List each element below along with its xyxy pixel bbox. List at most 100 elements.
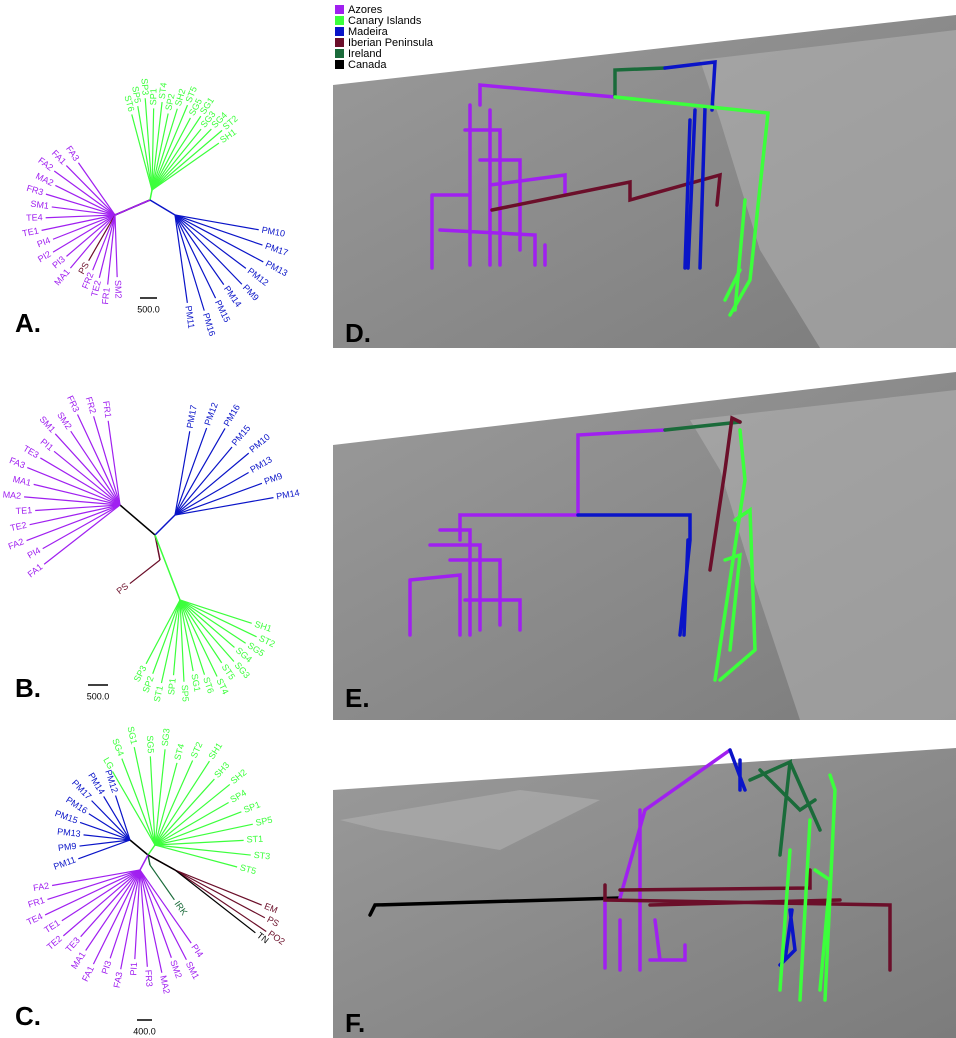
- branch: [155, 761, 209, 845]
- tip-label: SG5: [145, 735, 156, 754]
- tip-label: PM13: [248, 454, 273, 474]
- tip-label: MA2: [2, 489, 21, 501]
- tip-label: ST5: [239, 862, 258, 876]
- tip-label: SH2: [229, 767, 249, 786]
- tip-label: SH1: [206, 741, 224, 761]
- tip-label: SP5: [180, 684, 191, 701]
- tip-label: PM13: [264, 258, 289, 278]
- tip-label: IRK: [173, 899, 190, 917]
- branch: [152, 129, 201, 190]
- branch: [78, 163, 115, 215]
- tip-label: FR1: [100, 287, 112, 305]
- tip-label: SM2: [168, 959, 184, 980]
- tip-label: TE4: [25, 911, 44, 927]
- tip-label: TE2: [45, 934, 64, 952]
- tip-label: TE1: [15, 505, 32, 516]
- branch: [55, 434, 120, 505]
- tip-label: SG3: [233, 660, 252, 680]
- branch: [148, 845, 155, 855]
- branch: [155, 845, 237, 867]
- figure: D.E.F.AzoresCanary IslandsMadeiraIberian…: [0, 0, 956, 1038]
- branch: [24, 497, 120, 505]
- tip-label: FR2: [84, 396, 98, 415]
- branch: [175, 215, 263, 262]
- legend-swatch: [335, 27, 344, 36]
- tip-label: PM15: [54, 808, 80, 825]
- legend-swatch: [335, 16, 344, 25]
- tip-label: PM15: [213, 298, 232, 324]
- branch: [104, 796, 130, 840]
- tip-label: SP1: [166, 678, 177, 696]
- tip-label: SH1: [253, 619, 273, 634]
- branch: [44, 505, 120, 564]
- branch: [155, 803, 229, 846]
- tip-label: PM9: [241, 282, 261, 302]
- branch: [45, 870, 140, 915]
- panel-label: C.: [15, 1001, 41, 1031]
- tip-label: TE1: [42, 918, 61, 935]
- panel-label: A.: [15, 308, 41, 338]
- branch: [130, 560, 160, 584]
- branch: [180, 600, 257, 637]
- tip-label: PI4: [36, 235, 52, 249]
- tip-label: PM10: [261, 225, 286, 239]
- branch: [150, 865, 174, 900]
- tip-label: TE1: [21, 225, 39, 238]
- tip-label: ST3: [253, 850, 270, 862]
- tip-label: SG4: [110, 737, 126, 757]
- tip-label: TE2: [9, 520, 27, 533]
- tip-label: ST4: [172, 743, 186, 762]
- tip-label: SM2: [113, 280, 124, 299]
- branch: [150, 190, 152, 200]
- scale-label: 500.0: [137, 304, 160, 314]
- tip-label: PM9: [263, 471, 284, 487]
- branch: [150, 200, 175, 215]
- panel-label: D.: [345, 318, 371, 348]
- tip-label: PM10: [247, 432, 271, 455]
- branch: [130, 840, 148, 855]
- tip-label: SP1: [242, 799, 261, 814]
- tip-label: FA2: [32, 880, 50, 893]
- tip-label: PI4: [26, 545, 43, 560]
- tip-label: PM11: [183, 305, 196, 329]
- branch: [66, 215, 115, 256]
- tip-label: FA1: [26, 562, 45, 580]
- branch: [115, 215, 117, 277]
- tip-label: ST1: [246, 834, 263, 845]
- branch: [175, 215, 224, 285]
- tip-label: SH1: [218, 127, 238, 145]
- tip-label: TE3: [21, 443, 40, 460]
- tip-label: SG1: [126, 725, 140, 745]
- branch: [155, 535, 180, 600]
- tip-label: FR1: [101, 400, 113, 418]
- tip-label: PM11: [52, 855, 77, 872]
- tip-label: SG3: [160, 728, 172, 747]
- branch: [113, 771, 156, 845]
- tip-label: PM17: [185, 404, 199, 429]
- tip-label: PI1: [128, 962, 139, 976]
- branch: [43, 505, 120, 549]
- tip-label: PM13: [57, 826, 81, 839]
- tip-label: PM17: [264, 241, 289, 258]
- panel-label: E.: [345, 683, 370, 713]
- scale-label: 400.0: [133, 1026, 156, 1036]
- tip-label: FR1: [27, 895, 46, 910]
- tip-label: PM15: [230, 423, 253, 447]
- branch: [71, 431, 120, 505]
- branch: [53, 215, 115, 239]
- tip-label: SG1: [189, 673, 202, 693]
- tip-label: FA1: [80, 964, 96, 983]
- branch: [175, 215, 246, 268]
- branch: [155, 784, 230, 845]
- tip-label: SM2: [55, 410, 74, 431]
- branch: [115, 200, 150, 215]
- tip-label: SP5: [255, 815, 274, 828]
- tip-label: ST6: [201, 676, 216, 695]
- panel-label: F.: [345, 1008, 365, 1038]
- tip-label: EM: [263, 901, 279, 915]
- map-surface: [333, 748, 956, 1038]
- tip-label: FA3: [8, 455, 27, 470]
- tip-label: SM1: [184, 960, 201, 981]
- tip-label: PM16: [222, 403, 242, 428]
- legend-swatch: [335, 38, 344, 47]
